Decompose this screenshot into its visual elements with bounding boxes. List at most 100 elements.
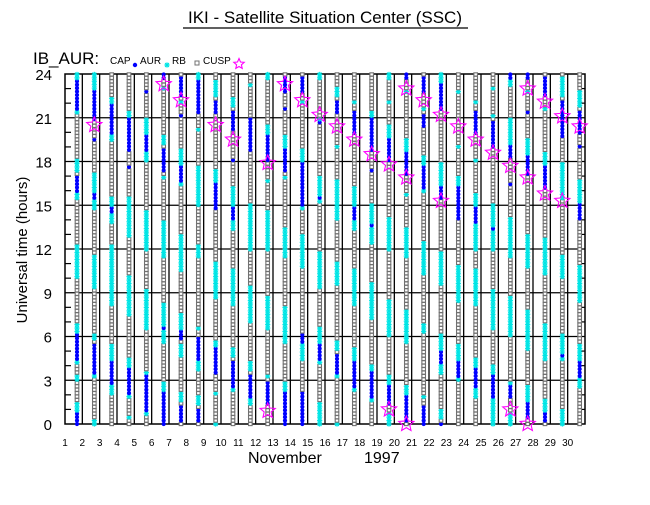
rb-point <box>75 206 79 209</box>
rb-point <box>231 340 235 343</box>
rb-point <box>353 237 357 240</box>
rb-point <box>318 152 322 155</box>
rb-point <box>249 169 253 172</box>
rb-point <box>283 361 287 364</box>
rb-point <box>127 258 131 261</box>
legend-marker-rb <box>195 61 199 65</box>
rb-point <box>457 388 461 391</box>
rb-point <box>231 80 235 83</box>
rb-point <box>353 179 357 182</box>
rb-point <box>301 285 305 288</box>
rb-point <box>249 155 253 158</box>
rb-point <box>214 141 218 144</box>
rb-point <box>231 316 235 319</box>
rb-point <box>145 361 149 364</box>
rb-point <box>231 333 235 336</box>
rb-point <box>439 385 443 388</box>
rb-point <box>387 272 391 275</box>
rb-point <box>387 107 391 110</box>
rb-point <box>266 265 270 268</box>
rb-point <box>405 368 409 371</box>
rb-point <box>353 159 357 162</box>
rb-point <box>301 230 305 233</box>
rb-point <box>162 93 166 96</box>
rb-point <box>387 371 391 374</box>
rb-point <box>145 347 149 350</box>
rb-point <box>179 138 183 141</box>
day-column-4 <box>126 73 131 426</box>
rb-point <box>162 371 166 374</box>
rb-point <box>145 354 149 357</box>
rb-point <box>439 381 443 384</box>
rb-point <box>405 217 409 220</box>
rb-point <box>249 200 253 203</box>
rb-point <box>283 100 287 103</box>
rb-point <box>283 200 287 203</box>
rb-point <box>93 392 97 395</box>
rb-point <box>335 224 339 227</box>
rb-point <box>93 388 97 391</box>
rb-point <box>249 93 253 96</box>
rb-point <box>249 183 253 186</box>
rb-point <box>231 138 235 141</box>
rb-point <box>162 186 166 189</box>
rb-point <box>405 176 409 179</box>
rb-point <box>249 104 253 107</box>
rb-point <box>387 183 391 186</box>
rb-point <box>162 347 166 350</box>
rb-point <box>231 416 235 419</box>
rb-point <box>370 248 374 251</box>
rb-point <box>179 217 183 220</box>
rb-point <box>353 320 357 323</box>
rb-point <box>301 302 305 305</box>
rb-point <box>405 203 409 206</box>
rb-point <box>145 107 149 110</box>
rb-point <box>197 224 201 227</box>
day-column-3 <box>109 73 114 426</box>
rb-point <box>335 244 339 247</box>
rb-point <box>283 371 287 374</box>
rb-point <box>266 350 270 353</box>
rb-point <box>353 87 357 90</box>
rb-point <box>93 316 97 319</box>
rb-point <box>405 124 409 127</box>
rb-point <box>318 165 322 168</box>
rb-point <box>162 83 166 86</box>
rb-point <box>162 292 166 295</box>
rb-point <box>197 230 201 233</box>
rb-point <box>422 217 426 220</box>
rb-point <box>179 213 183 216</box>
rb-point <box>283 186 287 189</box>
rb-point <box>387 268 391 271</box>
rb-point <box>197 265 201 268</box>
rb-point <box>283 278 287 281</box>
rb-point <box>127 80 131 83</box>
rb-point <box>370 189 374 192</box>
rb-point <box>457 402 461 405</box>
rb-point <box>110 80 114 83</box>
aur-point <box>196 72 201 77</box>
rb-point <box>179 131 183 134</box>
rb-point <box>145 200 149 203</box>
rb-point <box>301 316 305 319</box>
rb-point <box>127 159 131 162</box>
rb-point <box>439 316 443 319</box>
rb-point <box>197 282 201 285</box>
rb-point <box>75 285 79 288</box>
aur-point <box>92 72 97 77</box>
rb-point <box>249 261 253 264</box>
rb-point <box>353 97 357 100</box>
rb-point <box>145 80 149 83</box>
rb-point <box>214 237 218 240</box>
rb-point <box>405 361 409 364</box>
rb-point <box>439 141 443 144</box>
rb-point <box>231 405 235 408</box>
rb-point <box>110 313 114 316</box>
rb-point <box>127 265 131 268</box>
rb-point <box>439 148 443 151</box>
rb-point <box>335 296 339 299</box>
rb-point <box>197 296 201 299</box>
rb-point <box>353 183 357 186</box>
rb-point <box>301 378 305 381</box>
rb-point <box>318 296 322 299</box>
